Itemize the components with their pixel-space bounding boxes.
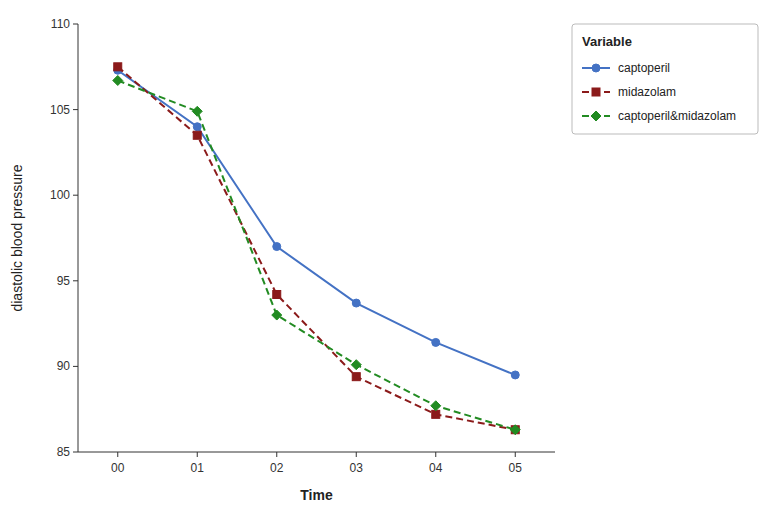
series-marker xyxy=(193,123,201,131)
x-axis-label: Time xyxy=(300,487,333,503)
series-marker xyxy=(432,338,440,346)
y-tick xyxy=(73,24,78,25)
series-marker xyxy=(432,410,440,418)
legend-label: captoperil xyxy=(618,61,670,75)
x-tick-label: 02 xyxy=(270,461,284,475)
x-tick-label: 05 xyxy=(509,461,523,475)
x-tick-label: 03 xyxy=(350,461,364,475)
legend-title: Variable xyxy=(582,34,632,49)
y-axis-label: diastolic blood pressure xyxy=(9,164,25,311)
legend-marker xyxy=(592,64,600,72)
y-tick xyxy=(73,195,78,196)
axes: 85 90 95 100 105 110 00 01 02 03 04 05 xyxy=(50,17,555,475)
series-line xyxy=(118,80,516,429)
x-tick xyxy=(117,452,118,457)
series-line xyxy=(118,70,516,375)
y-tick-label: 100 xyxy=(50,188,70,202)
series-marker xyxy=(352,373,360,381)
legend-marker xyxy=(591,111,601,121)
legend: Variable captoperil midazolam captoperil&mi… xyxy=(572,24,758,134)
series-marker xyxy=(511,426,519,434)
x-tick xyxy=(356,452,357,457)
y-tick-label: 85 xyxy=(57,445,71,459)
series-marker xyxy=(273,290,281,298)
legend-label: midazolam xyxy=(618,85,676,99)
data-area xyxy=(113,63,521,435)
series-marker xyxy=(511,371,519,379)
series-marker xyxy=(431,401,441,411)
legend-label: captoperil&midazolam xyxy=(618,109,736,123)
x-tick xyxy=(435,452,436,457)
y-tick-label: 105 xyxy=(50,103,70,117)
x-tick-label: 01 xyxy=(191,461,205,475)
series-marker xyxy=(273,243,281,251)
chart: 85 90 95 100 105 110 00 01 02 03 04 05 Time diastolic… xyxy=(0,0,767,520)
x-tick xyxy=(197,452,198,457)
y-tick-label: 95 xyxy=(57,274,71,288)
y-tick xyxy=(73,452,78,453)
series-marker xyxy=(352,299,360,307)
x-tick-label: 04 xyxy=(429,461,443,475)
x-tick-label: 00 xyxy=(111,461,125,475)
series-marker xyxy=(113,75,123,85)
y-tick xyxy=(73,280,78,281)
series-marker xyxy=(272,310,282,320)
y-tick xyxy=(73,109,78,110)
y-tick xyxy=(73,366,78,367)
x-tick xyxy=(515,452,516,457)
series-marker xyxy=(192,106,202,116)
x-tick xyxy=(276,452,277,457)
y-axis-line xyxy=(78,24,79,452)
series-marker xyxy=(193,131,201,139)
series-marker xyxy=(351,360,361,370)
series-line xyxy=(118,67,516,430)
series-marker xyxy=(114,63,122,71)
series-marker xyxy=(510,425,520,435)
y-tick-label: 110 xyxy=(51,17,70,31)
legend-marker xyxy=(592,88,600,96)
x-axis-line xyxy=(78,452,555,453)
legend-box xyxy=(572,24,758,134)
y-tick-label: 90 xyxy=(57,359,71,373)
